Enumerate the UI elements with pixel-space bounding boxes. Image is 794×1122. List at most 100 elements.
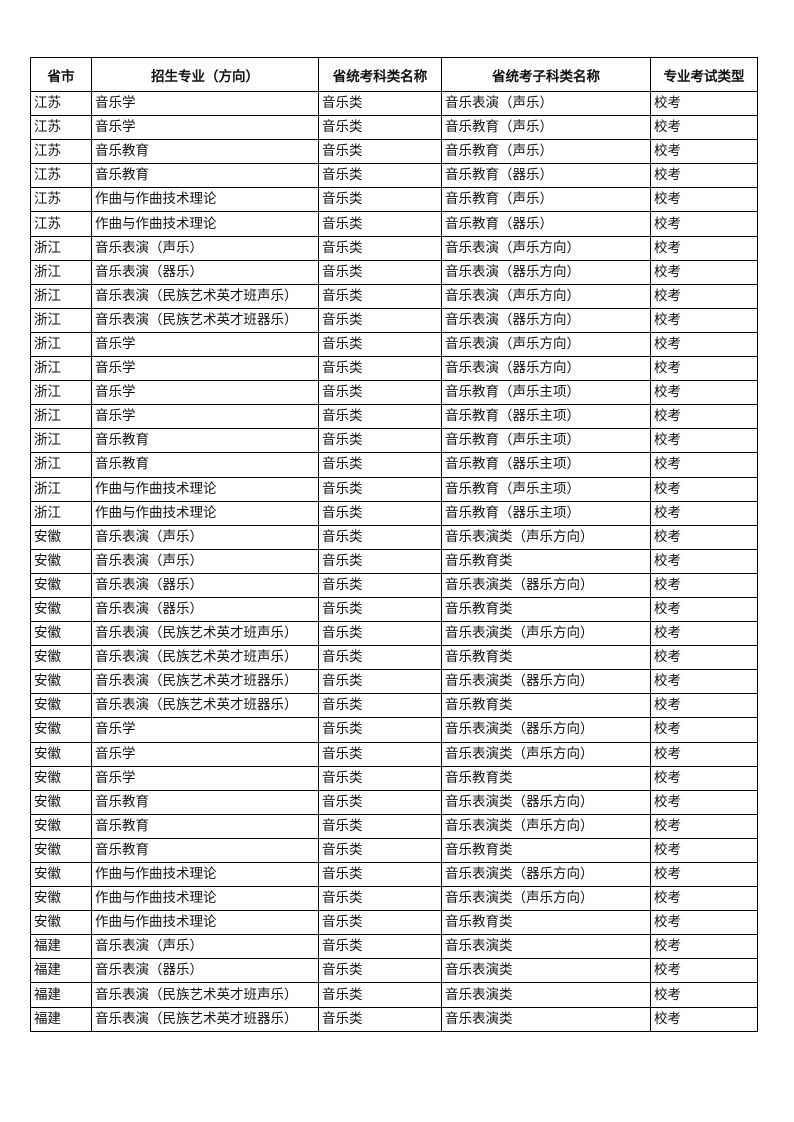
cell-exam-type: 校考 [650,187,758,213]
cell-exam-category: 音乐类 [318,934,442,960]
cell-province: 浙江 [30,235,92,261]
cell-exam-type: 校考 [650,331,758,358]
cell-exam-category: 音乐类 [318,259,442,285]
cell-province: 福建 [30,1006,92,1032]
cell-exam-type: 校考 [650,886,758,912]
cell-exam-category: 音乐类 [318,765,442,791]
cell-exam-category: 音乐类 [318,115,442,141]
cell-exam-category: 音乐类 [318,356,442,382]
cell-exam-subcategory: 音乐教育（声乐主项） [441,380,651,406]
cell-exam-category: 音乐类 [318,693,442,719]
table-row: 安徽 音乐表演（器乐） 音乐类 音乐表演类（器乐方向） 校考 [30,572,758,598]
cell-exam-category: 音乐类 [318,789,442,815]
header-exam-category: 省统考科类名称 [318,57,442,92]
table-row: 浙江 音乐学 音乐类 音乐表演（声乐方向） 校考 [30,331,758,358]
cell-exam-subcategory: 音乐表演（声乐） [441,90,651,117]
cell-province: 浙江 [30,283,92,309]
admissions-table: 省市 招生专业（方向） 省统考科类名称 省统考子科类名称 专业考试类型 江苏音乐… [30,57,758,1032]
cell-exam-type: 校考 [650,404,758,430]
cell-exam-subcategory: 音乐表演类（器乐方向） [441,669,651,695]
cell-major: 音乐表演（声乐） [91,235,319,261]
cell-exam-type: 校考 [650,861,758,888]
cell-major: 作曲与作曲技术理论 [91,910,319,936]
cell-exam-subcategory: 音乐教育（声乐主项） [441,428,651,454]
cell-province: 安徽 [30,669,92,695]
cell-exam-category: 音乐类 [318,958,442,984]
cell-exam-subcategory: 音乐表演（器乐方向） [441,259,651,285]
cell-exam-category: 音乐类 [318,645,442,671]
table-row: 安徽 音乐表演（民族艺术英才班声乐） 音乐类 音乐教育类 校考 [30,645,758,671]
cell-exam-type: 校考 [650,645,758,671]
cell-exam-subcategory: 音乐教育类 [441,910,651,936]
cell-exam-type: 校考 [650,982,758,1008]
table-row: 浙江 音乐表演（器乐） 音乐类 音乐表演（器乐方向） 校考 [30,259,758,285]
cell-major: 音乐教育 [91,789,319,815]
cell-major: 音乐学 [91,717,319,743]
table-row: 安徽 音乐表演（声乐） 音乐类 音乐表演类（声乐方向） 校考 [30,524,758,550]
cell-exam-type: 校考 [650,235,758,261]
cell-exam-category: 音乐类 [318,813,442,839]
cell-exam-subcategory: 音乐表演类 [441,958,651,984]
cell-exam-category: 音乐类 [318,982,442,1008]
cell-exam-subcategory: 音乐教育（声乐） [441,115,651,141]
cell-exam-subcategory: 音乐表演（器乐方向） [441,307,651,333]
cell-major: 作曲与作曲技术理论 [91,211,319,237]
cell-exam-type: 校考 [650,958,758,984]
cell-exam-category: 音乐类 [318,331,442,358]
cell-exam-type: 校考 [650,380,758,406]
cell-exam-subcategory: 音乐教育（声乐） [441,187,651,213]
cell-province: 安徽 [30,524,92,550]
table-row: 安徽 音乐教育 音乐类 音乐教育类 校考 [30,837,758,864]
cell-exam-category: 音乐类 [318,500,442,526]
cell-province: 安徽 [30,837,92,864]
table-row: 安徽 音乐表演（民族艺术英才班器乐） 音乐类 音乐表演类（器乐方向） 校考 [30,669,758,695]
cell-major: 音乐学 [91,331,319,358]
cell-exam-type: 校考 [650,211,758,237]
cell-exam-subcategory: 音乐表演（声乐方向） [441,235,651,261]
cell-province: 安徽 [30,789,92,815]
cell-major: 音乐表演（声乐） [91,548,319,574]
cell-major: 音乐表演（民族艺术英才班声乐） [91,621,319,647]
table-row: 福建 音乐表演（器乐） 音乐类 音乐表演类 校考 [30,958,758,984]
cell-province: 安徽 [30,886,92,912]
cell-exam-subcategory: 音乐表演（器乐方向） [441,356,651,382]
table-row: 浙江 音乐表演（民族艺术英才班器乐） 音乐类 音乐表演（器乐方向） 校考 [30,307,758,333]
cell-province: 浙江 [30,428,92,454]
cell-major: 作曲与作曲技术理论 [91,500,319,526]
header-exam-type: 专业考试类型 [650,57,758,92]
cell-exam-subcategory: 音乐教育（声乐） [441,139,651,165]
cell-province: 安徽 [30,717,92,743]
cell-major: 音乐表演（器乐） [91,259,319,285]
cell-exam-subcategory: 音乐教育（器乐主项） [441,500,651,526]
cell-exam-type: 校考 [650,934,758,960]
cell-major: 音乐表演（民族艺术英才班声乐） [91,645,319,671]
cell-exam-type: 校考 [650,693,758,719]
cell-exam-type: 校考 [650,741,758,767]
cell-exam-subcategory: 音乐教育类 [441,596,651,623]
cell-province: 浙江 [30,356,92,382]
cell-province: 浙江 [30,404,92,430]
cell-exam-type: 校考 [650,259,758,285]
header-row: 省市 招生专业（方向） 省统考科类名称 省统考子科类名称 专业考试类型 [30,57,758,92]
cell-major: 音乐表演（民族艺术英才班器乐） [91,1006,319,1032]
cell-exam-category: 音乐类 [318,741,442,767]
cell-exam-subcategory: 音乐表演类（声乐方向） [441,813,651,839]
table-row: 浙江 作曲与作曲技术理论 音乐类 音乐教育（器乐主项） 校考 [30,500,758,526]
cell-exam-category: 音乐类 [318,572,442,598]
cell-exam-category: 音乐类 [318,886,442,912]
cell-exam-type: 校考 [650,283,758,309]
cell-exam-category: 音乐类 [318,380,442,406]
cell-exam-category: 音乐类 [318,428,442,454]
cell-exam-type: 校考 [650,90,758,117]
cell-major: 音乐表演（民族艺术英才班器乐） [91,307,319,333]
cell-major: 音乐学 [91,380,319,406]
cell-exam-type: 校考 [650,548,758,574]
cell-exam-type: 校考 [650,910,758,936]
cell-exam-subcategory: 音乐表演类 [441,934,651,960]
cell-province: 江苏 [30,139,92,165]
cell-major: 音乐教育 [91,837,319,864]
cell-exam-type: 校考 [650,139,758,165]
cell-exam-type: 校考 [650,307,758,333]
cell-exam-type: 校考 [650,837,758,864]
table-row: 浙江 音乐学 音乐类 音乐表演（器乐方向） 校考 [30,356,758,382]
